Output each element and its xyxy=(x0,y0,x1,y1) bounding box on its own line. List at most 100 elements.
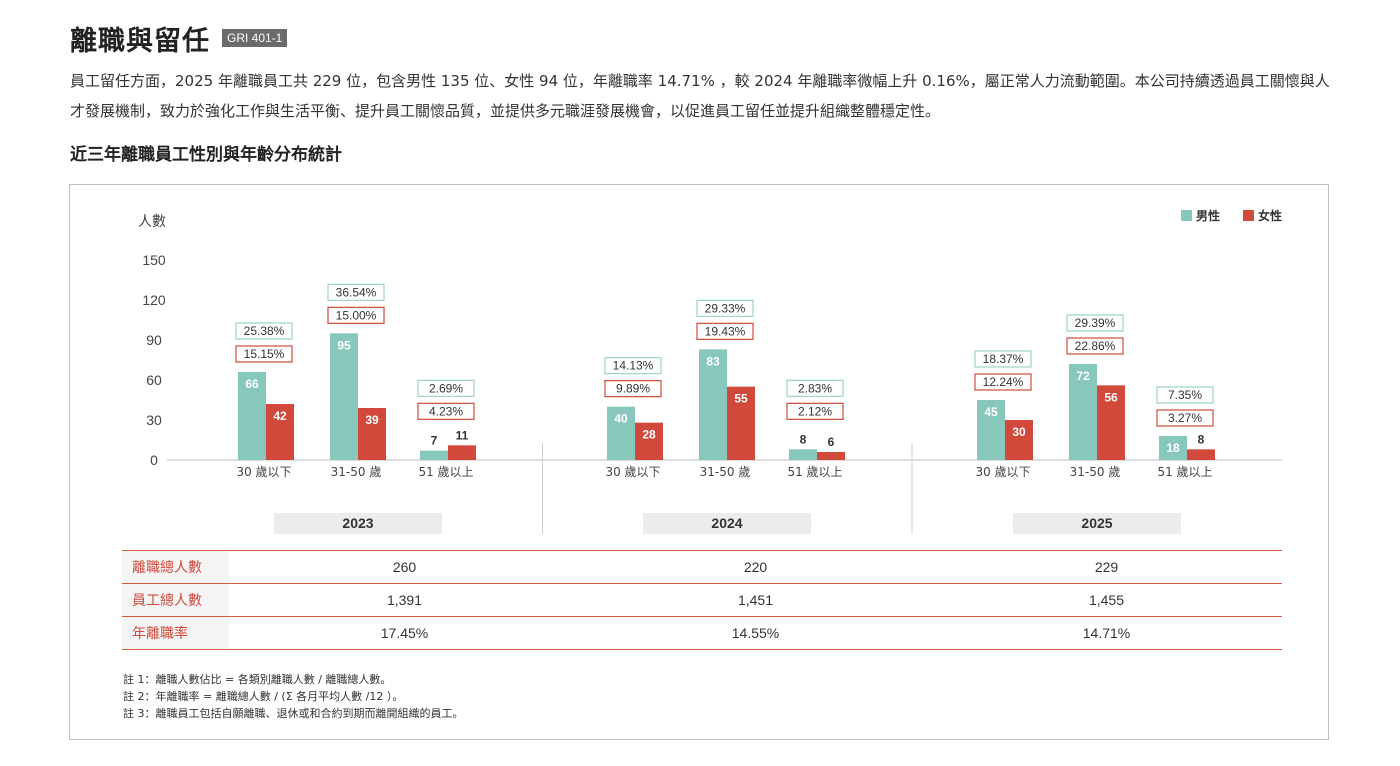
pct-label-male: 7.35% xyxy=(1168,388,1202,402)
pct-label-male: 18.37% xyxy=(983,352,1024,366)
bar-value-label-female: 56 xyxy=(1104,390,1118,404)
bar-male xyxy=(977,400,1005,460)
year-band xyxy=(643,513,811,534)
table-cell: 14.71% xyxy=(931,616,1282,650)
pct-box-male xyxy=(786,379,844,397)
note-3: 註 3：離職員工包括自願離職、退休或和合約到期而離開組織的員工。 xyxy=(123,707,464,720)
pct-label-male: 29.33% xyxy=(705,301,746,315)
section-title: 近三年離職員工性別與年齡分布統計 xyxy=(70,145,342,165)
y-tick-label: 90 xyxy=(146,332,162,348)
table-row: 離職總人數 260 220 229 xyxy=(122,550,1282,584)
pct-label-female: 22.86% xyxy=(1075,339,1116,353)
intro-paragraph: 員工留任方面，2025 年離職員工共 229 位，包含男性 135 位、女性 9… xyxy=(70,72,1330,120)
bar-male xyxy=(330,333,358,460)
bar-value-label-male: 66 xyxy=(245,377,259,391)
x-category-label: 31-50 歲 xyxy=(331,465,382,479)
bar-female xyxy=(266,404,294,460)
pct-box-female xyxy=(974,373,1032,391)
x-category-label: 30 歲以下 xyxy=(975,465,1030,479)
pct-label-female: 9.89% xyxy=(616,382,650,396)
pct-box-male xyxy=(604,357,662,375)
bar-male xyxy=(238,372,266,460)
page-title: 離職與留任 xyxy=(70,25,210,57)
pct-box-female xyxy=(235,345,293,363)
gri-badge: GRI 401-1 xyxy=(222,29,288,47)
table-row: 員工總人數 1,391 1,451 1,455 xyxy=(122,583,1282,617)
turnover-chart: 人數 0 30 60 90 120 150 男性 女性 2023 66 42 25.38% 15.15% 3… xyxy=(138,208,1282,534)
row-label: 員工總人數 xyxy=(122,583,229,617)
table-cell: 229 xyxy=(931,550,1282,584)
pct-box-female xyxy=(696,322,754,340)
pct-label-male: 25.38% xyxy=(244,324,285,338)
bar-female xyxy=(448,445,476,460)
bar-value-label-male: 40 xyxy=(614,412,628,426)
pct-label-female: 4.23% xyxy=(429,404,463,418)
year-label: 2024 xyxy=(711,515,742,531)
x-category-label: 30 歲以下 xyxy=(236,465,291,479)
bar-value-label-male: 95 xyxy=(337,338,351,352)
row-label: 年離職率 xyxy=(122,616,229,650)
table-cell: 1,455 xyxy=(931,583,1282,617)
pct-label-female: 19.43% xyxy=(705,324,746,338)
table-cell: 1,451 xyxy=(580,583,931,617)
bar-value-label-female: 28 xyxy=(642,428,656,442)
bar-value-label-female: 6 xyxy=(828,435,835,449)
notes: 註 1：離職人數佔比 = 各類別離職人數 / 離職總人數。 註 2：年離職率 =… xyxy=(123,671,464,722)
year-label: 2025 xyxy=(1081,515,1112,531)
chart-frame: 人數 0 30 60 90 120 150 男性 女性 2023 66 42 25.38% 15.15% 3… xyxy=(69,184,1329,740)
bar-value-label-male: 8 xyxy=(800,432,807,446)
x-category-label: 30 歲以下 xyxy=(605,465,660,479)
pct-box-male xyxy=(696,299,754,317)
y-tick-label: 150 xyxy=(142,252,166,268)
pct-label-female: 3.27% xyxy=(1168,411,1202,425)
summary-table: 離職總人數 260 220 229 員工總人數 1,391 1,451 1,45… xyxy=(122,550,1282,650)
bar-female xyxy=(1097,385,1125,460)
pct-box-male xyxy=(1066,314,1124,332)
pct-label-female: 12.24% xyxy=(983,375,1024,389)
pct-label-male: 2.69% xyxy=(429,381,463,395)
y-tick-label: 30 xyxy=(146,412,162,428)
x-category-label: 31-50 歲 xyxy=(700,465,751,479)
table-cell: 260 xyxy=(229,550,580,584)
x-category-label: 51 歲以上 xyxy=(787,465,842,479)
pct-label-male: 14.13% xyxy=(613,359,654,373)
pct-box-female xyxy=(786,402,844,420)
bar-value-label-female: 55 xyxy=(734,392,748,406)
legend-swatch-female xyxy=(1243,210,1254,221)
bar-male xyxy=(699,349,727,460)
pct-label-female: 2.12% xyxy=(798,404,832,418)
pct-label-male: 29.39% xyxy=(1075,316,1116,330)
pct-box-male xyxy=(1156,386,1214,404)
legend-label-female: 女性 xyxy=(1258,208,1282,223)
bar-value-label-female: 42 xyxy=(273,409,287,423)
pct-box-male xyxy=(235,322,293,340)
bar-female xyxy=(1005,420,1033,460)
pct-box-female xyxy=(1156,409,1214,427)
pct-label-female: 15.00% xyxy=(336,308,377,322)
y-tick-label: 120 xyxy=(142,292,166,308)
pct-label-male: 36.54% xyxy=(336,285,377,299)
pct-box-male xyxy=(974,350,1032,368)
table-cell: 1,391 xyxy=(229,583,580,617)
y-tick-label: 60 xyxy=(146,372,162,388)
bar-value-label-male: 72 xyxy=(1076,369,1090,383)
table-cell: 17.45% xyxy=(229,616,580,650)
bar-value-label-female: 39 xyxy=(365,413,379,427)
pct-box-female xyxy=(1066,337,1124,355)
bar-male xyxy=(1069,364,1097,460)
year-label: 2023 xyxy=(342,515,373,531)
x-category-label: 31-50 歲 xyxy=(1070,465,1121,479)
pct-label-male: 2.83% xyxy=(798,381,832,395)
bar-value-label-female: 30 xyxy=(1012,425,1026,439)
legend-swatch-male xyxy=(1181,210,1192,221)
pct-box-female xyxy=(417,402,475,420)
bar-value-label-male: 83 xyxy=(706,354,720,368)
title-row: 離職與留任 GRI 401-1 xyxy=(70,18,288,58)
x-category-label: 51 歲以上 xyxy=(1157,465,1212,479)
table-cell: 14.55% xyxy=(580,616,931,650)
legend-label-male: 男性 xyxy=(1196,208,1220,223)
bar-value-label-male: 45 xyxy=(984,405,998,419)
pct-label-female: 15.15% xyxy=(244,347,285,361)
note-2: 註 2：年離職率 = 離職總人數 / (Σ 各月平均人數 /12 ）。 xyxy=(123,690,404,703)
bar-female xyxy=(1187,449,1215,460)
